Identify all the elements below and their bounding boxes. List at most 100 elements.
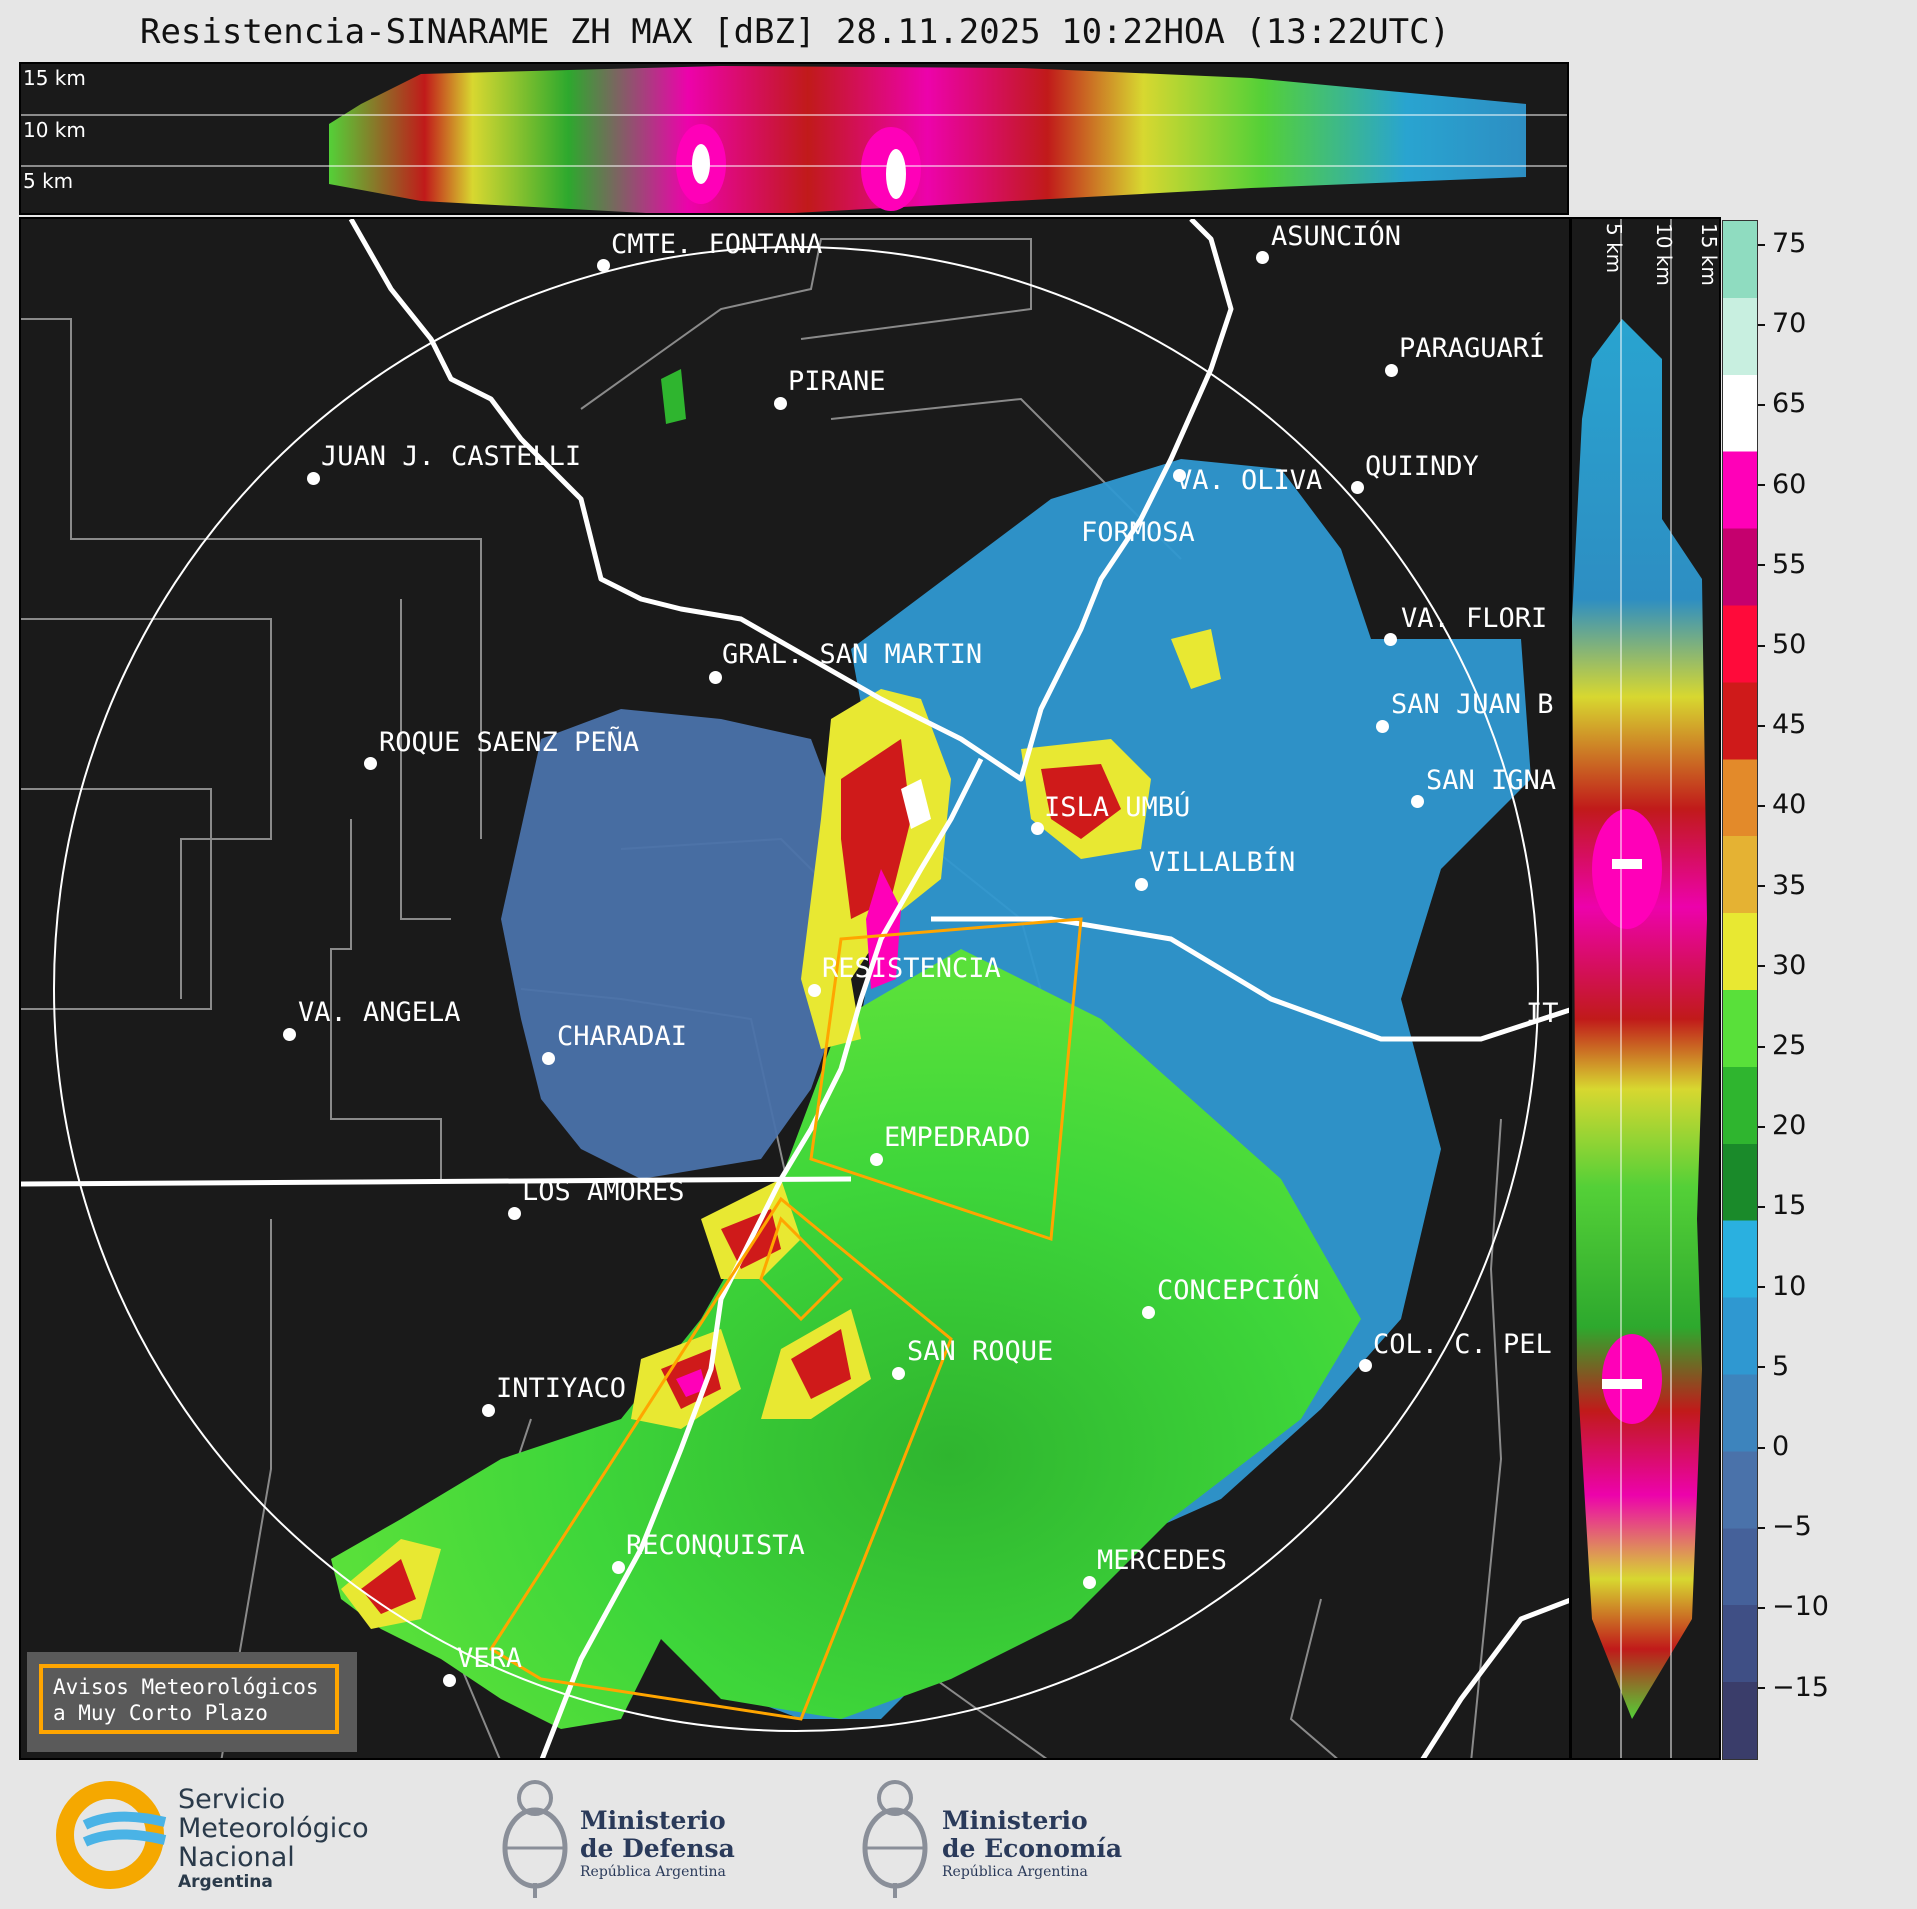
top-cross-section-echoes	[21, 66, 1567, 213]
city-label-isla-umbu: ISLA UMBÚ	[1044, 792, 1191, 823]
city-label-los-amores: LOS AMORES	[522, 1176, 685, 1207]
city-label-juan-j-castelli: JUAN J. CASTELLI	[321, 441, 582, 472]
colorbar-tick-label: 40	[1758, 789, 1806, 820]
colorbar-tick-label: 0	[1758, 1431, 1789, 1462]
city-dot	[364, 757, 377, 770]
avisos-line-1: Avisos Meteorológicos	[53, 1675, 319, 1699]
economia-line-2: de Economía	[942, 1834, 1123, 1863]
colorbar-tick-label: 70	[1758, 308, 1806, 339]
side-height-label-15km: 15 km	[1697, 223, 1721, 286]
colorbar-tick-label: 65	[1758, 388, 1806, 419]
economia-line-3: República Argentina	[942, 1864, 1088, 1880]
top-cross-section-panel: 15 km 10 km 5 km	[19, 62, 1569, 215]
side-height-label-10km: 10 km	[1652, 223, 1676, 286]
footer-logos: Servicio Meteorológico Nacional Argentin…	[0, 1765, 1917, 1909]
city-label-vera: VERA	[457, 1643, 523, 1674]
city-label-it: IT	[1526, 998, 1559, 1029]
defensa-line-1: Ministerio	[580, 1806, 726, 1835]
top-height-label-5km: 5 km	[23, 169, 74, 193]
radar-map-canvas	[21, 219, 1569, 1758]
defensa-line-2: de Defensa	[580, 1834, 735, 1863]
city-dot	[597, 259, 610, 272]
city-label-san-juan-b: SAN JUAN B	[1391, 689, 1554, 720]
colorbar-tick-label: −15	[1758, 1672, 1829, 1703]
city-dot	[709, 671, 722, 684]
colorbar-tick-label: 20	[1758, 1110, 1806, 1141]
city-label-pirane: PIRANE	[788, 366, 886, 397]
city-dot	[612, 1561, 625, 1574]
city-dot	[1385, 364, 1398, 377]
city-dot	[1256, 251, 1269, 264]
colorbar-tick-label: 35	[1758, 870, 1806, 901]
smn-line-4: Argentina	[178, 1872, 273, 1892]
colorbar-tick-label: −10	[1758, 1591, 1829, 1622]
avisos-box: Avisos Meteorológicos a Muy Corto Plazo	[27, 1652, 357, 1752]
colorbar-tick-label: 45	[1758, 709, 1806, 740]
city-label-col-c-pel: COL. C. PEL	[1373, 1329, 1552, 1360]
city-label-va-flori: VA. FLORI	[1401, 603, 1548, 634]
city-label-san-roque: SAN ROQUE	[907, 1336, 1054, 1367]
defensa-line-3: República Argentina	[580, 1864, 726, 1880]
city-label-gral-san-martin: GRAL. SAN MARTIN	[722, 639, 983, 670]
economia-logo-text: Ministerio de Economía República Argenti…	[942, 1807, 1122, 1881]
city-dot	[283, 1028, 296, 1041]
city-label-intiyaco: INTIYACO	[496, 1373, 627, 1404]
city-label-asuncion: ASUNCIÓN	[1271, 221, 1402, 252]
colorbar-tick-label: 30	[1758, 950, 1806, 981]
city-dot	[1411, 795, 1424, 808]
city-label-va-oliva: VA. OLIVA	[1176, 465, 1323, 496]
city-dot	[1173, 469, 1186, 482]
dbz-colorbar	[1722, 220, 1758, 1760]
top-height-label-10km: 10 km	[23, 118, 86, 142]
radar-map-panel: CMTE. FONTANA ASUNCIÓN PARAGUARÍ PIRANE …	[19, 217, 1571, 1760]
city-label-concepcion: CONCEPCIÓN	[1157, 1275, 1320, 1306]
smn-line-3: Nacional	[178, 1842, 295, 1873]
top-height-label-15km: 15 km	[23, 66, 86, 90]
city-label-paraguari: PARAGUARÍ	[1399, 333, 1546, 364]
colorbar-tick-label: 15	[1758, 1190, 1806, 1221]
city-label-resistencia: RESISTENCIA	[822, 953, 1001, 984]
city-dot	[1135, 878, 1148, 891]
city-dot	[508, 1207, 521, 1220]
city-label-empedrado: EMPEDRADO	[884, 1122, 1031, 1153]
smn-line-1: Servicio	[178, 1784, 286, 1815]
side-height-label-5km: 5 km	[1602, 223, 1626, 274]
colorbar-tick-label: 10	[1758, 1271, 1806, 1302]
city-label-charadai: CHARADAI	[557, 1021, 688, 1052]
city-dot	[443, 1674, 456, 1687]
side-cross-section-panel: 5 km 10 km 15 km	[1570, 217, 1721, 1760]
smn-logo-icon	[56, 1781, 167, 1889]
colorbar-tick-label: −5	[1758, 1511, 1812, 1542]
city-dot	[1351, 481, 1364, 494]
city-dot	[1384, 633, 1397, 646]
avisos-line-2: a Muy Corto Plazo	[53, 1701, 268, 1725]
smn-line-2: Meteorológico	[178, 1813, 369, 1844]
city-label-cmte-fontana: CMTE. FONTANA	[611, 229, 823, 260]
defensa-logo-text: Ministerio de Defensa República Argentin…	[580, 1807, 735, 1881]
colorbar-tick-label: 25	[1758, 1030, 1806, 1061]
map-title: Resistencia-SINARAME ZH MAX [dBZ] 28.11.…	[139, 12, 1451, 52]
city-dot	[808, 984, 821, 997]
colorbar-tick-label: 75	[1758, 228, 1806, 259]
coat-of-arms-icon	[862, 1780, 928, 1898]
city-label-mercedes: MERCEDES	[1097, 1545, 1228, 1576]
city-dot	[1142, 1306, 1155, 1319]
city-label-villalbin: VILLALBÍN	[1149, 847, 1296, 878]
colorbar-tick-label: 55	[1758, 549, 1806, 580]
city-dot	[774, 397, 787, 410]
city-dot	[870, 1153, 883, 1166]
city-dot	[542, 1052, 555, 1065]
coat-of-arms-icon	[502, 1780, 568, 1898]
radar-echoes	[331, 369, 1531, 1729]
city-label-quiindy: QUIINDY	[1365, 451, 1479, 482]
city-dot	[1359, 1359, 1372, 1372]
city-dot	[307, 472, 320, 485]
city-dot	[482, 1404, 495, 1417]
side-cross-section-echoes	[1572, 219, 1707, 1758]
city-dot	[1031, 822, 1044, 835]
economia-line-1: Ministerio	[942, 1806, 1088, 1835]
rivers-and-borders	[21, 219, 1569, 1758]
colorbar-tick-label: 60	[1758, 469, 1806, 500]
avisos-box-frame: Avisos Meteorológicos a Muy Corto Plazo	[39, 1664, 339, 1734]
colorbar-tick-label: 50	[1758, 629, 1806, 660]
